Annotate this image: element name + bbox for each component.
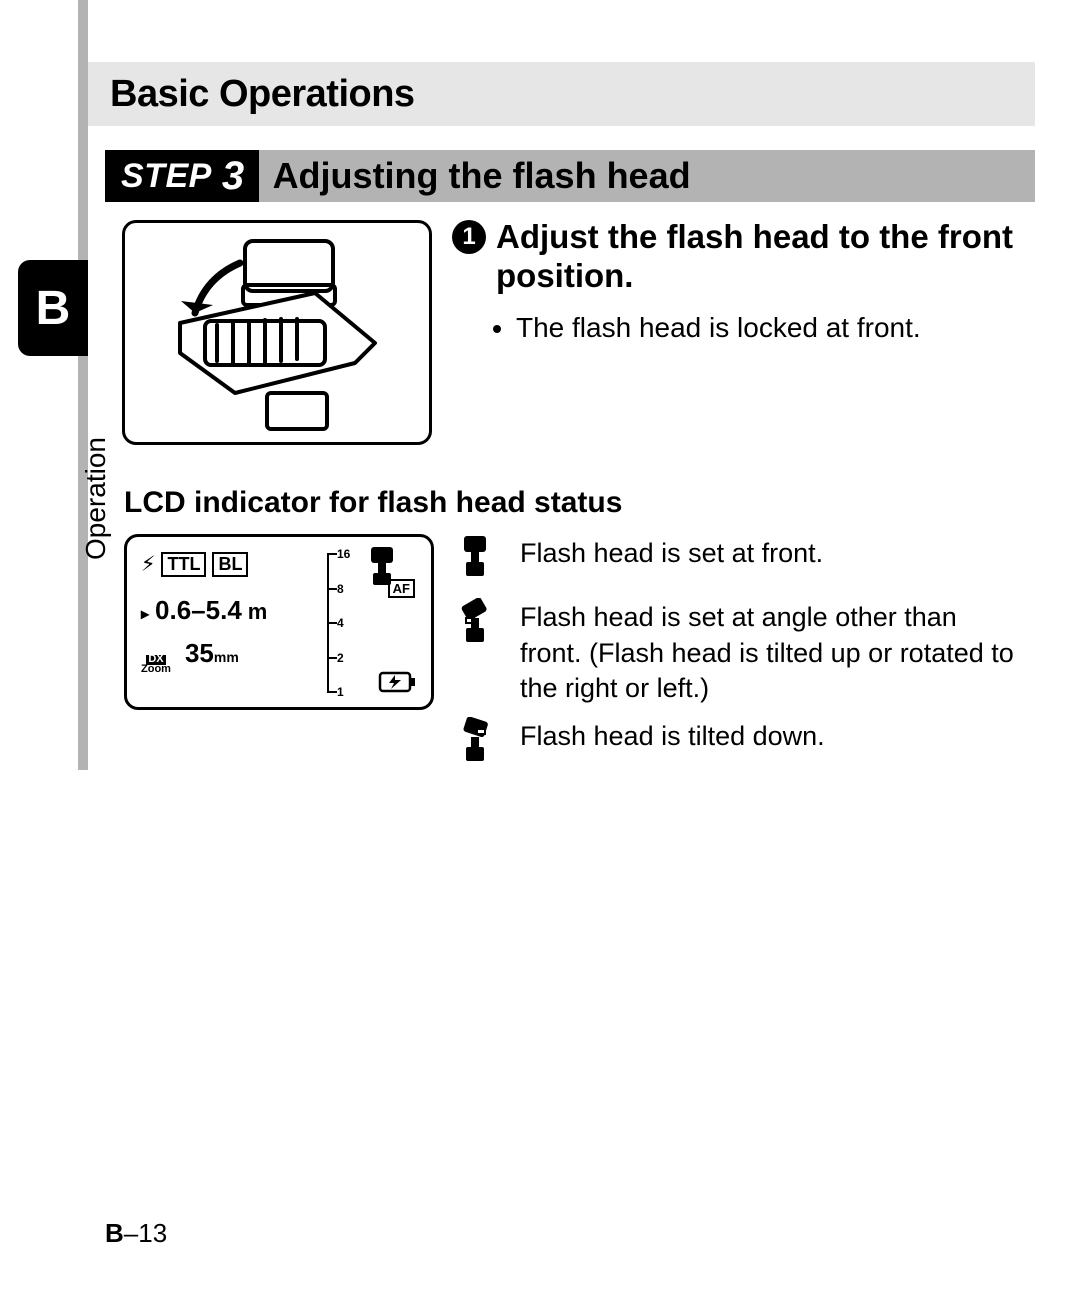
instruction-heading: 1 Adjust the flash head to the front pos… (452, 218, 1025, 296)
battery-icon (377, 671, 417, 693)
lcd-range-unit: m (248, 599, 268, 625)
camera-flash-icon (125, 223, 432, 445)
lcd-focal: 35mm (185, 638, 239, 669)
lcd-heading: LCD indicator for flash head status (124, 486, 622, 520)
side-vertical-label: Operation (80, 360, 112, 560)
lcd-head-glyph-icon (361, 545, 407, 595)
lcd-zoom-label: DX Zoom (141, 655, 171, 675)
step-bar: STEP 3 Adjusting the flash head (105, 150, 1035, 202)
flash-bolt-icon: ⚡ (141, 549, 155, 579)
status-text: Flash head is set at front. (520, 534, 823, 572)
instruction-block: 1 Adjust the flash head to the front pos… (452, 218, 1025, 346)
manual-page: Basic Operations STEP 3 Adjusting the fl… (0, 0, 1080, 1309)
step-number: 3 (222, 154, 245, 199)
lcd-range: ▸ 0.6–5.4 m (141, 595, 417, 626)
lcd-panel: ⚡ TTL BL ▸ 0.6–5.4 m DX Zoom 35mm 16 8 4… (124, 534, 434, 710)
bullet-number-icon: 1 (452, 220, 486, 254)
page-number: B–13 (105, 1218, 167, 1249)
status-list: Flash head is set at front. Flash head i… (452, 534, 1025, 781)
status-row-down: Flash head is tilted down. (452, 717, 1025, 771)
status-row-angled: Flash head is set at angle other than fr… (452, 598, 1025, 707)
lcd-mode-bl: BL (212, 552, 248, 577)
status-text: Flash head is tilted down. (520, 717, 825, 755)
step-title: Adjusting the flash head (273, 155, 691, 197)
status-text: Flash head is set at angle other than fr… (520, 598, 1025, 707)
chapter-tab: B (18, 260, 88, 356)
head-down-icon (452, 717, 502, 771)
section-title: Basic Operations (110, 73, 415, 116)
lcd-range-value: 0.6–5.4 (155, 595, 242, 626)
instruction-heading-text: Adjust the flash head to the front posit… (496, 218, 1025, 296)
lcd-scale: 16 8 4 2 1 (327, 553, 351, 691)
head-angled-icon (452, 598, 502, 652)
head-front-icon (452, 534, 502, 588)
section-header: Basic Operations (88, 62, 1035, 126)
step-badge: STEP 3 (105, 150, 259, 202)
status-row-front: Flash head is set at front. (452, 534, 1025, 588)
step-label: STEP (121, 157, 212, 196)
flash-illustration (122, 220, 432, 445)
instruction-note: The flash head is locked at front. (516, 310, 1025, 346)
lcd-mode-ttl: TTL (161, 552, 206, 577)
chapter-letter: B (36, 281, 71, 336)
